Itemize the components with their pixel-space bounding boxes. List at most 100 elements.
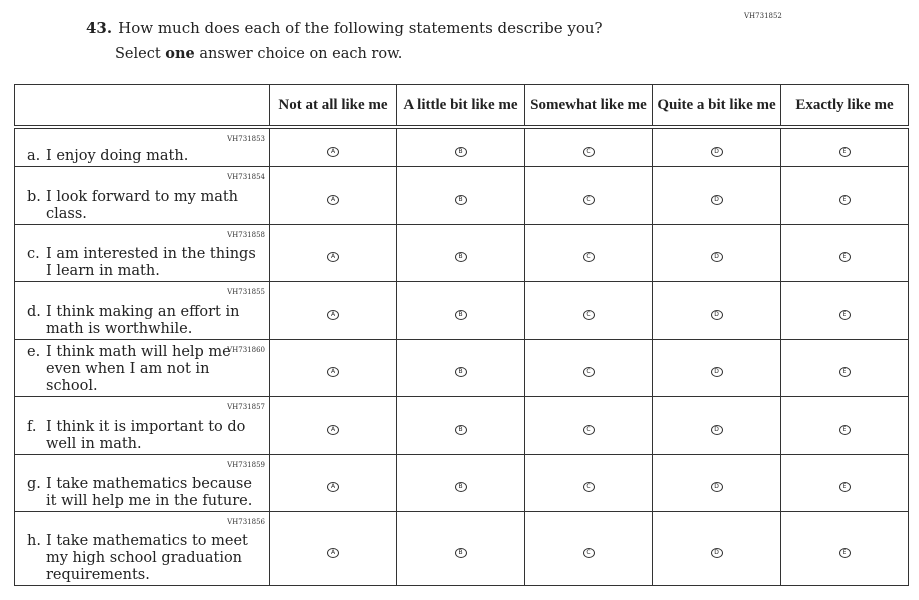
row-item-id: VH731853 xyxy=(227,135,265,143)
answer-bubble-e[interactable]: E xyxy=(838,547,851,558)
answer-bubble-e[interactable]: E xyxy=(838,146,851,157)
column-header: Quite a bit like me xyxy=(652,84,781,129)
option-cell: E xyxy=(780,453,909,512)
column-header: Exactly like me xyxy=(780,84,909,129)
answer-bubble-a[interactable]: A xyxy=(327,367,339,377)
answer-bubble-a[interactable]: A xyxy=(327,309,339,320)
instruction-text: answer choice on each row. xyxy=(194,46,403,62)
row-label: e. xyxy=(27,343,41,360)
statement-cell: VH731854 b. I look forward to my math clas… xyxy=(14,165,270,225)
row-item-id: VH731855 xyxy=(227,287,265,296)
option-cell: C xyxy=(524,165,653,225)
response-grid: Not at all like me A little bit like me So… xyxy=(14,84,909,586)
answer-bubble-c[interactable]: C xyxy=(582,367,595,377)
option-cell: E xyxy=(780,338,909,397)
statement-cell: VH731856 h. I take mathematics to meet my … xyxy=(14,510,270,586)
option-cell: D xyxy=(652,223,781,282)
answer-bubble-e[interactable]: E xyxy=(838,482,851,492)
answer-bubble-e[interactable]: E xyxy=(838,309,851,320)
table-row: VH731856 h. I take mathematics to meet my … xyxy=(14,510,909,586)
instruction-text: Select xyxy=(115,46,166,62)
option-cell: D xyxy=(652,280,781,340)
answer-bubble-e[interactable]: E xyxy=(838,367,851,377)
table-row: VH731854 b. I look forward to my math clas… xyxy=(14,165,909,225)
option-cell: A xyxy=(269,453,397,512)
answer-bubble-e[interactable]: E xyxy=(838,194,851,205)
row-label: g. xyxy=(27,475,41,492)
answer-bubble-d[interactable]: D xyxy=(710,482,723,492)
option-cell: A xyxy=(269,126,397,167)
table-row: VH731855 d. I think making an effort in ma… xyxy=(14,280,909,340)
answer-bubble-a[interactable]: A xyxy=(327,424,339,435)
option-cell: D xyxy=(652,395,781,455)
statement-text: I am interested in the things I learn in… xyxy=(46,245,256,279)
option-cell: A xyxy=(269,395,397,455)
instruction-emphasis: one xyxy=(165,45,195,62)
option-cell: E xyxy=(780,126,909,167)
statement-text: I think making an effort in math is wort… xyxy=(46,303,240,337)
answer-bubble-d[interactable]: D xyxy=(710,252,723,262)
row-label: b. xyxy=(27,188,41,205)
row-item-id: VH731857 xyxy=(227,402,265,411)
answer-bubble-b[interactable]: B xyxy=(454,146,467,157)
row-item-id: VH731858 xyxy=(227,230,265,239)
option-cell: B xyxy=(396,395,525,455)
answer-bubble-d[interactable]: D xyxy=(710,146,723,157)
option-cell: A xyxy=(269,338,397,397)
question-number: 43. xyxy=(86,19,113,37)
option-cell: C xyxy=(524,126,653,167)
answer-bubble-c[interactable]: C xyxy=(582,309,595,320)
answer-bubble-d[interactable]: D xyxy=(710,547,723,558)
answer-bubble-c[interactable]: C xyxy=(582,146,595,157)
option-cell: E xyxy=(780,280,909,340)
answer-bubble-a[interactable]: A xyxy=(327,482,339,492)
answer-bubble-d[interactable]: D xyxy=(710,309,723,320)
table-row: VH731858 c. I am interested in the things … xyxy=(14,223,909,282)
option-cell: C xyxy=(524,453,653,512)
row-label: d. xyxy=(27,303,41,320)
answer-bubble-e[interactable]: E xyxy=(838,424,851,435)
answer-bubble-b[interactable]: B xyxy=(454,482,467,492)
item-id: VH731852 xyxy=(744,12,782,20)
table-row: VH731859 g. I take mathematics because it … xyxy=(14,453,909,512)
answer-bubble-e[interactable]: E xyxy=(838,252,851,262)
answer-bubble-c[interactable]: C xyxy=(582,482,595,492)
answer-bubble-b[interactable]: B xyxy=(454,194,467,205)
option-cell: B xyxy=(396,165,525,225)
option-cell: D xyxy=(652,338,781,397)
answer-bubble-d[interactable]: D xyxy=(710,194,723,205)
statement-text: I think math will help me even when I am… xyxy=(46,343,231,394)
answer-bubble-a[interactable]: A xyxy=(327,252,339,262)
option-cell: B xyxy=(396,280,525,340)
row-item-id: VH731856 xyxy=(227,517,265,526)
answer-bubble-b[interactable]: B xyxy=(454,547,467,558)
table-row: VH731860 e. I think math will help me even… xyxy=(14,338,909,397)
statement-text: I take mathematics to meet my high schoo… xyxy=(46,532,248,583)
answer-bubble-d[interactable]: D xyxy=(710,367,723,377)
header-blank xyxy=(14,84,270,129)
answer-bubble-b[interactable]: B xyxy=(454,252,467,262)
answer-bubble-c[interactable]: C xyxy=(582,547,595,558)
answer-bubble-b[interactable]: B xyxy=(454,367,467,377)
answer-bubble-a[interactable]: A xyxy=(327,146,339,157)
option-cell: B xyxy=(396,510,525,586)
option-cell: B xyxy=(396,453,525,512)
answer-bubble-d[interactable]: D xyxy=(710,424,723,435)
answer-bubble-b[interactable]: B xyxy=(454,424,467,435)
option-cell: C xyxy=(524,338,653,397)
option-cell: A xyxy=(269,165,397,225)
answer-bubble-c[interactable]: C xyxy=(582,424,595,435)
answer-bubble-a[interactable]: A xyxy=(327,547,339,558)
answer-bubble-c[interactable]: C xyxy=(582,194,595,205)
statement-cell: VH731859 g. I take mathematics because it … xyxy=(14,453,270,512)
option-cell: C xyxy=(524,395,653,455)
answer-bubble-a[interactable]: A xyxy=(327,194,339,205)
option-cell: D xyxy=(652,510,781,586)
question-text: How much does each of the following stat… xyxy=(118,19,603,37)
option-cell: E xyxy=(780,510,909,586)
row-label: h. xyxy=(27,532,41,549)
question: 43. How much does each of the following s… xyxy=(86,19,603,37)
answer-bubble-b[interactable]: B xyxy=(454,309,467,320)
row-item-id: VH731859 xyxy=(227,460,265,469)
answer-bubble-c[interactable]: C xyxy=(582,252,595,262)
